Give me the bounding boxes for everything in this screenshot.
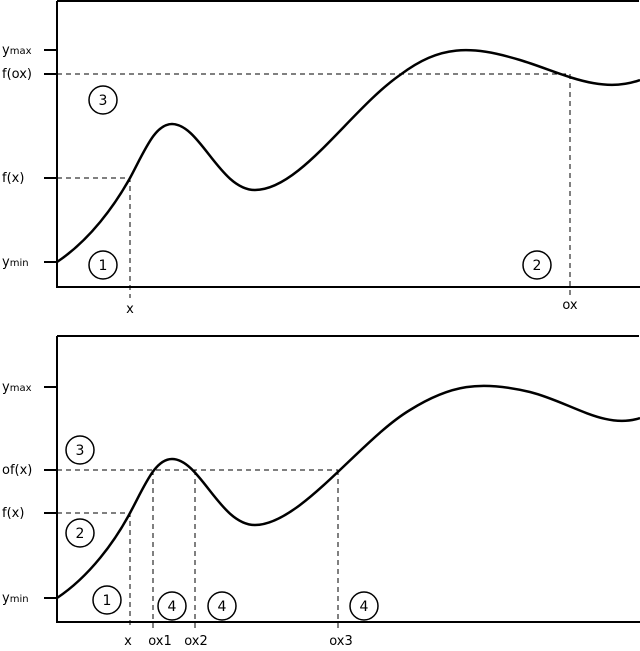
marker-label: 4 xyxy=(218,599,227,615)
y-label-main: y xyxy=(2,43,10,58)
marker-circle xyxy=(349,591,379,621)
marker-circle xyxy=(88,85,118,115)
y-label: ymin xyxy=(2,255,29,270)
guide-lines xyxy=(57,469,339,628)
curve xyxy=(56,384,640,600)
y-label-sub: min xyxy=(10,594,29,605)
y-label: f(ox) xyxy=(2,67,32,82)
marker-circle xyxy=(65,518,95,548)
marker-label: 3 xyxy=(99,93,108,109)
y-label-sub: max xyxy=(10,383,32,394)
y-label-main: y xyxy=(2,380,10,395)
y-label-main: f(ox) xyxy=(2,67,32,82)
x-label: x xyxy=(126,302,134,317)
panel-frame xyxy=(56,335,640,623)
marker-circle xyxy=(207,591,237,621)
y-label-main: f(x) xyxy=(2,171,24,186)
guide-lines xyxy=(57,73,571,298)
y-label: ymin xyxy=(2,591,29,606)
y-label-sub: max xyxy=(10,46,32,57)
y-label: f(x) xyxy=(2,171,24,186)
curve xyxy=(56,48,640,264)
marker-label: 2 xyxy=(76,526,85,542)
marker-label: 4 xyxy=(360,599,369,615)
y-label-main: y xyxy=(2,255,10,270)
marker-circle xyxy=(65,435,95,465)
x-label: x xyxy=(124,634,132,649)
marker-circle xyxy=(157,591,187,621)
marker-label: 2 xyxy=(533,258,542,274)
y-label: ymax xyxy=(2,43,32,58)
y-label-sub: min xyxy=(10,258,29,269)
y-label-main: y xyxy=(2,591,10,606)
marker-circle xyxy=(88,250,118,280)
marker-label: 3 xyxy=(76,443,85,459)
x-label: ox3 xyxy=(329,634,353,649)
y-label-main: f(x) xyxy=(2,506,24,521)
panel-frame xyxy=(56,0,640,288)
marker-circle xyxy=(92,585,122,615)
x-label: ox xyxy=(562,298,578,313)
y-label: ymax xyxy=(2,380,32,395)
y-label: of(x) xyxy=(2,463,32,478)
marker-circle xyxy=(522,250,552,280)
marker-label: 4 xyxy=(168,599,177,615)
x-label: ox2 xyxy=(184,634,208,649)
x-label: ox1 xyxy=(148,634,172,649)
marker-label: 1 xyxy=(99,258,108,274)
marker-label: 1 xyxy=(103,593,112,609)
y-label: f(x) xyxy=(2,506,24,521)
y-label-main: of(x) xyxy=(2,463,32,478)
